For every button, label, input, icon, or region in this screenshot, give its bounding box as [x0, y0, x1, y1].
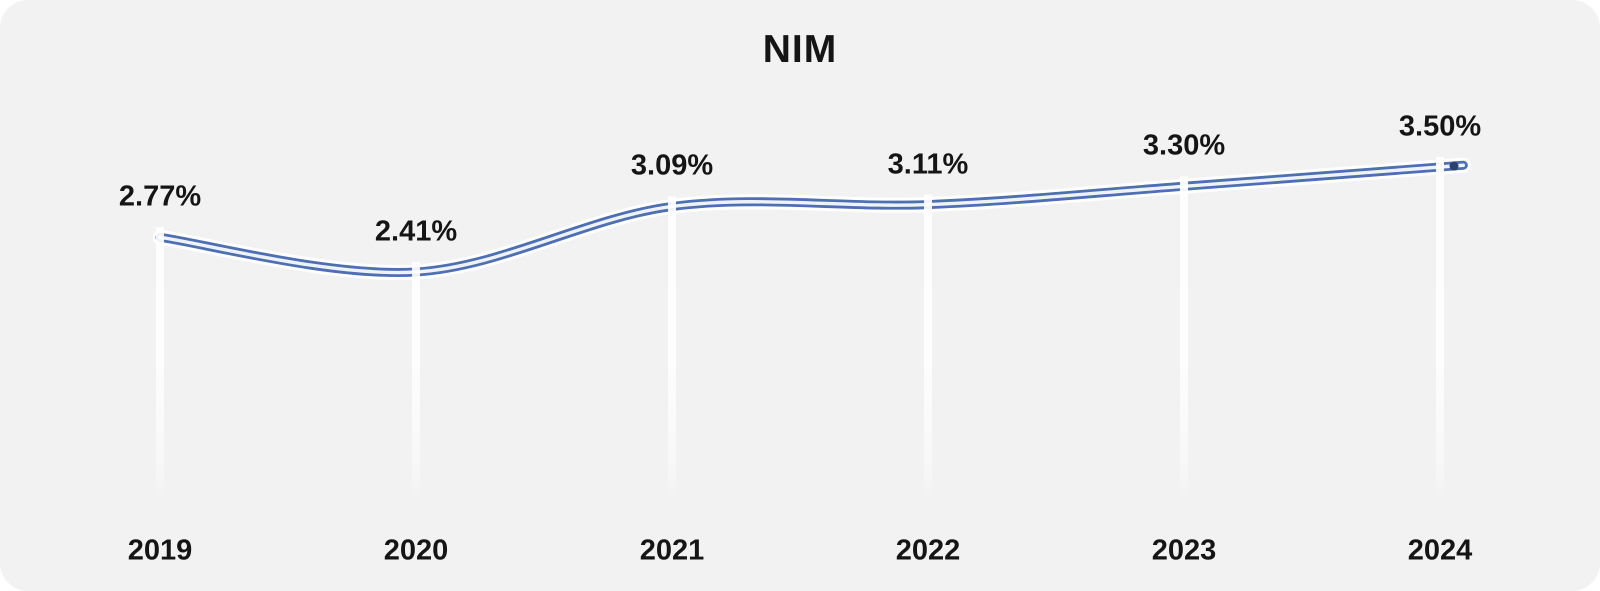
x-axis-label: 2023 [1151, 534, 1217, 567]
data-label: 3.50% [1398, 110, 1482, 143]
x-axis-label: 2019 [127, 534, 193, 567]
data-label: 3.11% [887, 148, 969, 181]
x-axis-label: 2022 [895, 534, 961, 567]
x-axis-label: 2024 [1407, 534, 1473, 567]
data-label: 2.41% [374, 215, 458, 248]
x-axis-label: 2021 [639, 534, 705, 567]
drop-lines [156, 157, 1444, 498]
data-label: 3.09% [630, 149, 714, 182]
end-point-marker [1449, 161, 1459, 171]
data-label: 3.30% [1142, 129, 1226, 162]
data-label: 2.77% [118, 180, 202, 213]
series-line-inner [158, 163, 1466, 275]
x-axis-label: 2020 [383, 534, 449, 567]
chart-title: NIM [762, 28, 838, 71]
